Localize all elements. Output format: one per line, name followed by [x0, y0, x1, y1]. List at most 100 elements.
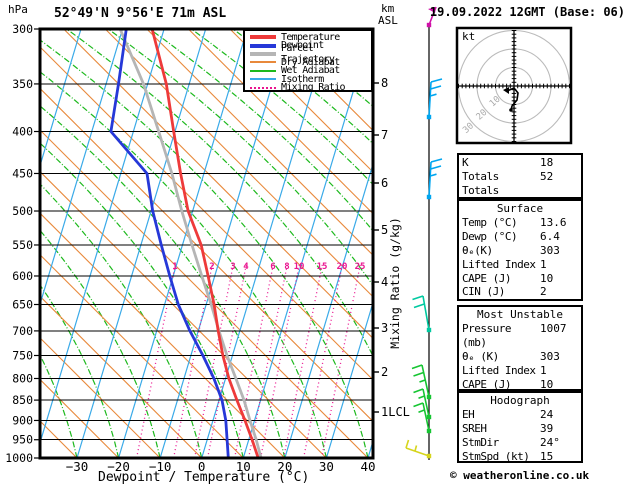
wet-adiabat-lines — [40, 29, 373, 458]
wind-barb — [413, 402, 432, 434]
mixing-ratio-value-label: 2 — [209, 262, 214, 272]
mixing-ratio-value-label: 4 — [243, 262, 249, 272]
mixing-ratio-value-label: 3 — [230, 262, 235, 272]
legend-label: Wet Adiabat — [281, 65, 340, 77]
km-tick-label: 7 — [381, 128, 388, 142]
panel-row-label: EH — [462, 407, 475, 421]
panel-row-value: 303 — [540, 243, 560, 257]
panel-row-value: 39 — [540, 421, 554, 435]
mixing-ratio-value-label: 8 — [284, 262, 289, 272]
pressure-axis-unit: hPa — [8, 3, 28, 16]
legend-swatch-thin — [250, 69, 276, 72]
legend-item: Mixing Ratio — [250, 82, 369, 94]
temp-tick-label: 0 — [198, 459, 206, 474]
panel-row-label: Pressure (mb) — [462, 321, 511, 349]
hodograph-unit-label: kt — [462, 30, 475, 43]
panel-row-label: θₑ(K) — [462, 243, 493, 257]
temp-tick-label: 40 — [360, 459, 375, 474]
wind-barb-column — [405, 6, 443, 460]
legend-item: Isotherm — [250, 73, 369, 85]
pressure-tick-label: 800 — [12, 371, 33, 385]
legend-swatch-thin — [250, 61, 276, 64]
panel-row-value: 10 — [540, 377, 554, 391]
panel-row-value: 13.6 — [540, 215, 567, 229]
km-tick-label: 4 — [381, 275, 388, 289]
profile-curves — [109, 29, 263, 458]
panel-surface: Surface Temp (°C) 13.6 Dewp (°C) 6.4 θₑ(K) 303… — [457, 199, 583, 301]
legend-item: Parcel Trajectory — [250, 43, 369, 65]
pressure-tick-label: 700 — [12, 324, 33, 338]
panel-row-label: Temp (°C) — [462, 215, 518, 229]
legend-label: Dewpoint — [281, 40, 324, 52]
panel-row: StmDir 24° — [462, 436, 578, 450]
pressure-tick-label: 550 — [12, 238, 33, 252]
km-axis-unit: km — [381, 2, 395, 15]
panel-row-label: K — [462, 156, 469, 169]
legend-label: Mixing Ratio — [281, 82, 346, 94]
temperature-curve — [150, 29, 260, 458]
panel-row: EH 24 — [462, 408, 578, 422]
panel-row: Lifted Index 1 — [462, 364, 578, 378]
mixing-ratio-value-label: 1 — [172, 262, 177, 272]
dewpoint-curve — [109, 29, 230, 458]
panel-row: CAPE (J) 10 — [462, 378, 578, 392]
mixing-ratio-axis-label: Mixing Ratio (g/kg) — [388, 217, 402, 349]
legend-item: Dewpoint — [250, 40, 369, 52]
parcel-trajectory-curve — [118, 29, 263, 458]
pressure-tick-label: 300 — [12, 22, 33, 36]
datetime-label: 19.09.2022 12GMT (Base: 06) — [429, 5, 625, 19]
panel-row: θₑ (K) 303 — [462, 350, 578, 364]
panel-row: K 18 — [462, 156, 578, 170]
temp-tick-label: 20 — [277, 459, 292, 474]
panel-row: Pressure (mb) 1007 — [462, 322, 578, 350]
panel-row-value: 1 — [540, 363, 547, 377]
temp-tick-labels: −30 −20 −10 0 10 20 30 40 — [66, 459, 376, 474]
legend-swatch-thick — [250, 35, 276, 40]
panel-row-label: CAPE (J) — [462, 271, 511, 285]
km-tick-label: 3 — [381, 321, 388, 335]
panel-row-value: 15 — [540, 449, 554, 463]
x-axis-title: Dewpoint / Temperature (°C) — [98, 470, 310, 485]
asl-axis-unit: ASL — [378, 14, 398, 27]
legend-label: Dry Adiabat — [281, 56, 340, 68]
legend-label: Isotherm — [281, 73, 324, 85]
mixing-ratio-value-label: 15 — [317, 262, 328, 272]
panel-row-label: StmDir — [462, 435, 499, 449]
panel-row: CIN (J) 2 — [462, 285, 578, 299]
panel-row: Lifted Index 1 — [462, 258, 578, 272]
isotherm-lines — [40, 29, 373, 458]
legend-swatch-dotted — [250, 86, 276, 89]
panel-row-value: 1007 — [540, 321, 567, 335]
km-tick-labels: 8 7 6 5 4 3 2 1LCL Mixing Ratio (g/kg) — [373, 76, 410, 419]
panel-row-value: 303 — [540, 349, 560, 363]
pressure-tick-labels: 300 350 400 450 500 550 600 650 700 750 800 850 900 9… — [5, 22, 40, 465]
panel-row: SREH 39 — [462, 422, 578, 436]
panel-row: StmSpd (kt) 15 — [462, 450, 578, 464]
wind-barb — [426, 158, 443, 200]
plot-border — [38, 27, 375, 460]
km-tick-label: 2 — [381, 365, 388, 379]
temp-tick-label: −20 — [107, 459, 130, 474]
mixing-ratio-value-label: 6 — [270, 262, 275, 272]
panel-row-value: 10 — [540, 271, 554, 285]
km-tick-label: 8 — [381, 76, 388, 90]
km-tick-label: 5 — [381, 223, 388, 237]
copyright: © weatheronline.co.uk — [450, 469, 590, 482]
legend-item: Dry Adiabat — [250, 56, 369, 68]
panel-header: Hodograph — [490, 394, 550, 407]
pressure-tick-label: 950 — [12, 433, 33, 447]
pressure-tick-label: 450 — [12, 166, 33, 180]
panel-row-label: SREH — [462, 421, 487, 435]
legend-item: Wet Adiabat — [250, 65, 369, 77]
mixing-ratio-labels: 1 2 3 4 6 8 10 15 20 25 — [172, 262, 365, 272]
pressure-gridlines — [40, 83, 373, 441]
panel-row-label: CAPE (J) — [462, 377, 511, 391]
dry-adiabat-lines — [40, 29, 373, 458]
legend-label: Parcel Trajectory — [281, 42, 335, 65]
panel-row-label: Lifted Index — [462, 257, 536, 271]
wind-barb — [405, 439, 432, 459]
panel-row-value: 18 — [540, 156, 554, 169]
